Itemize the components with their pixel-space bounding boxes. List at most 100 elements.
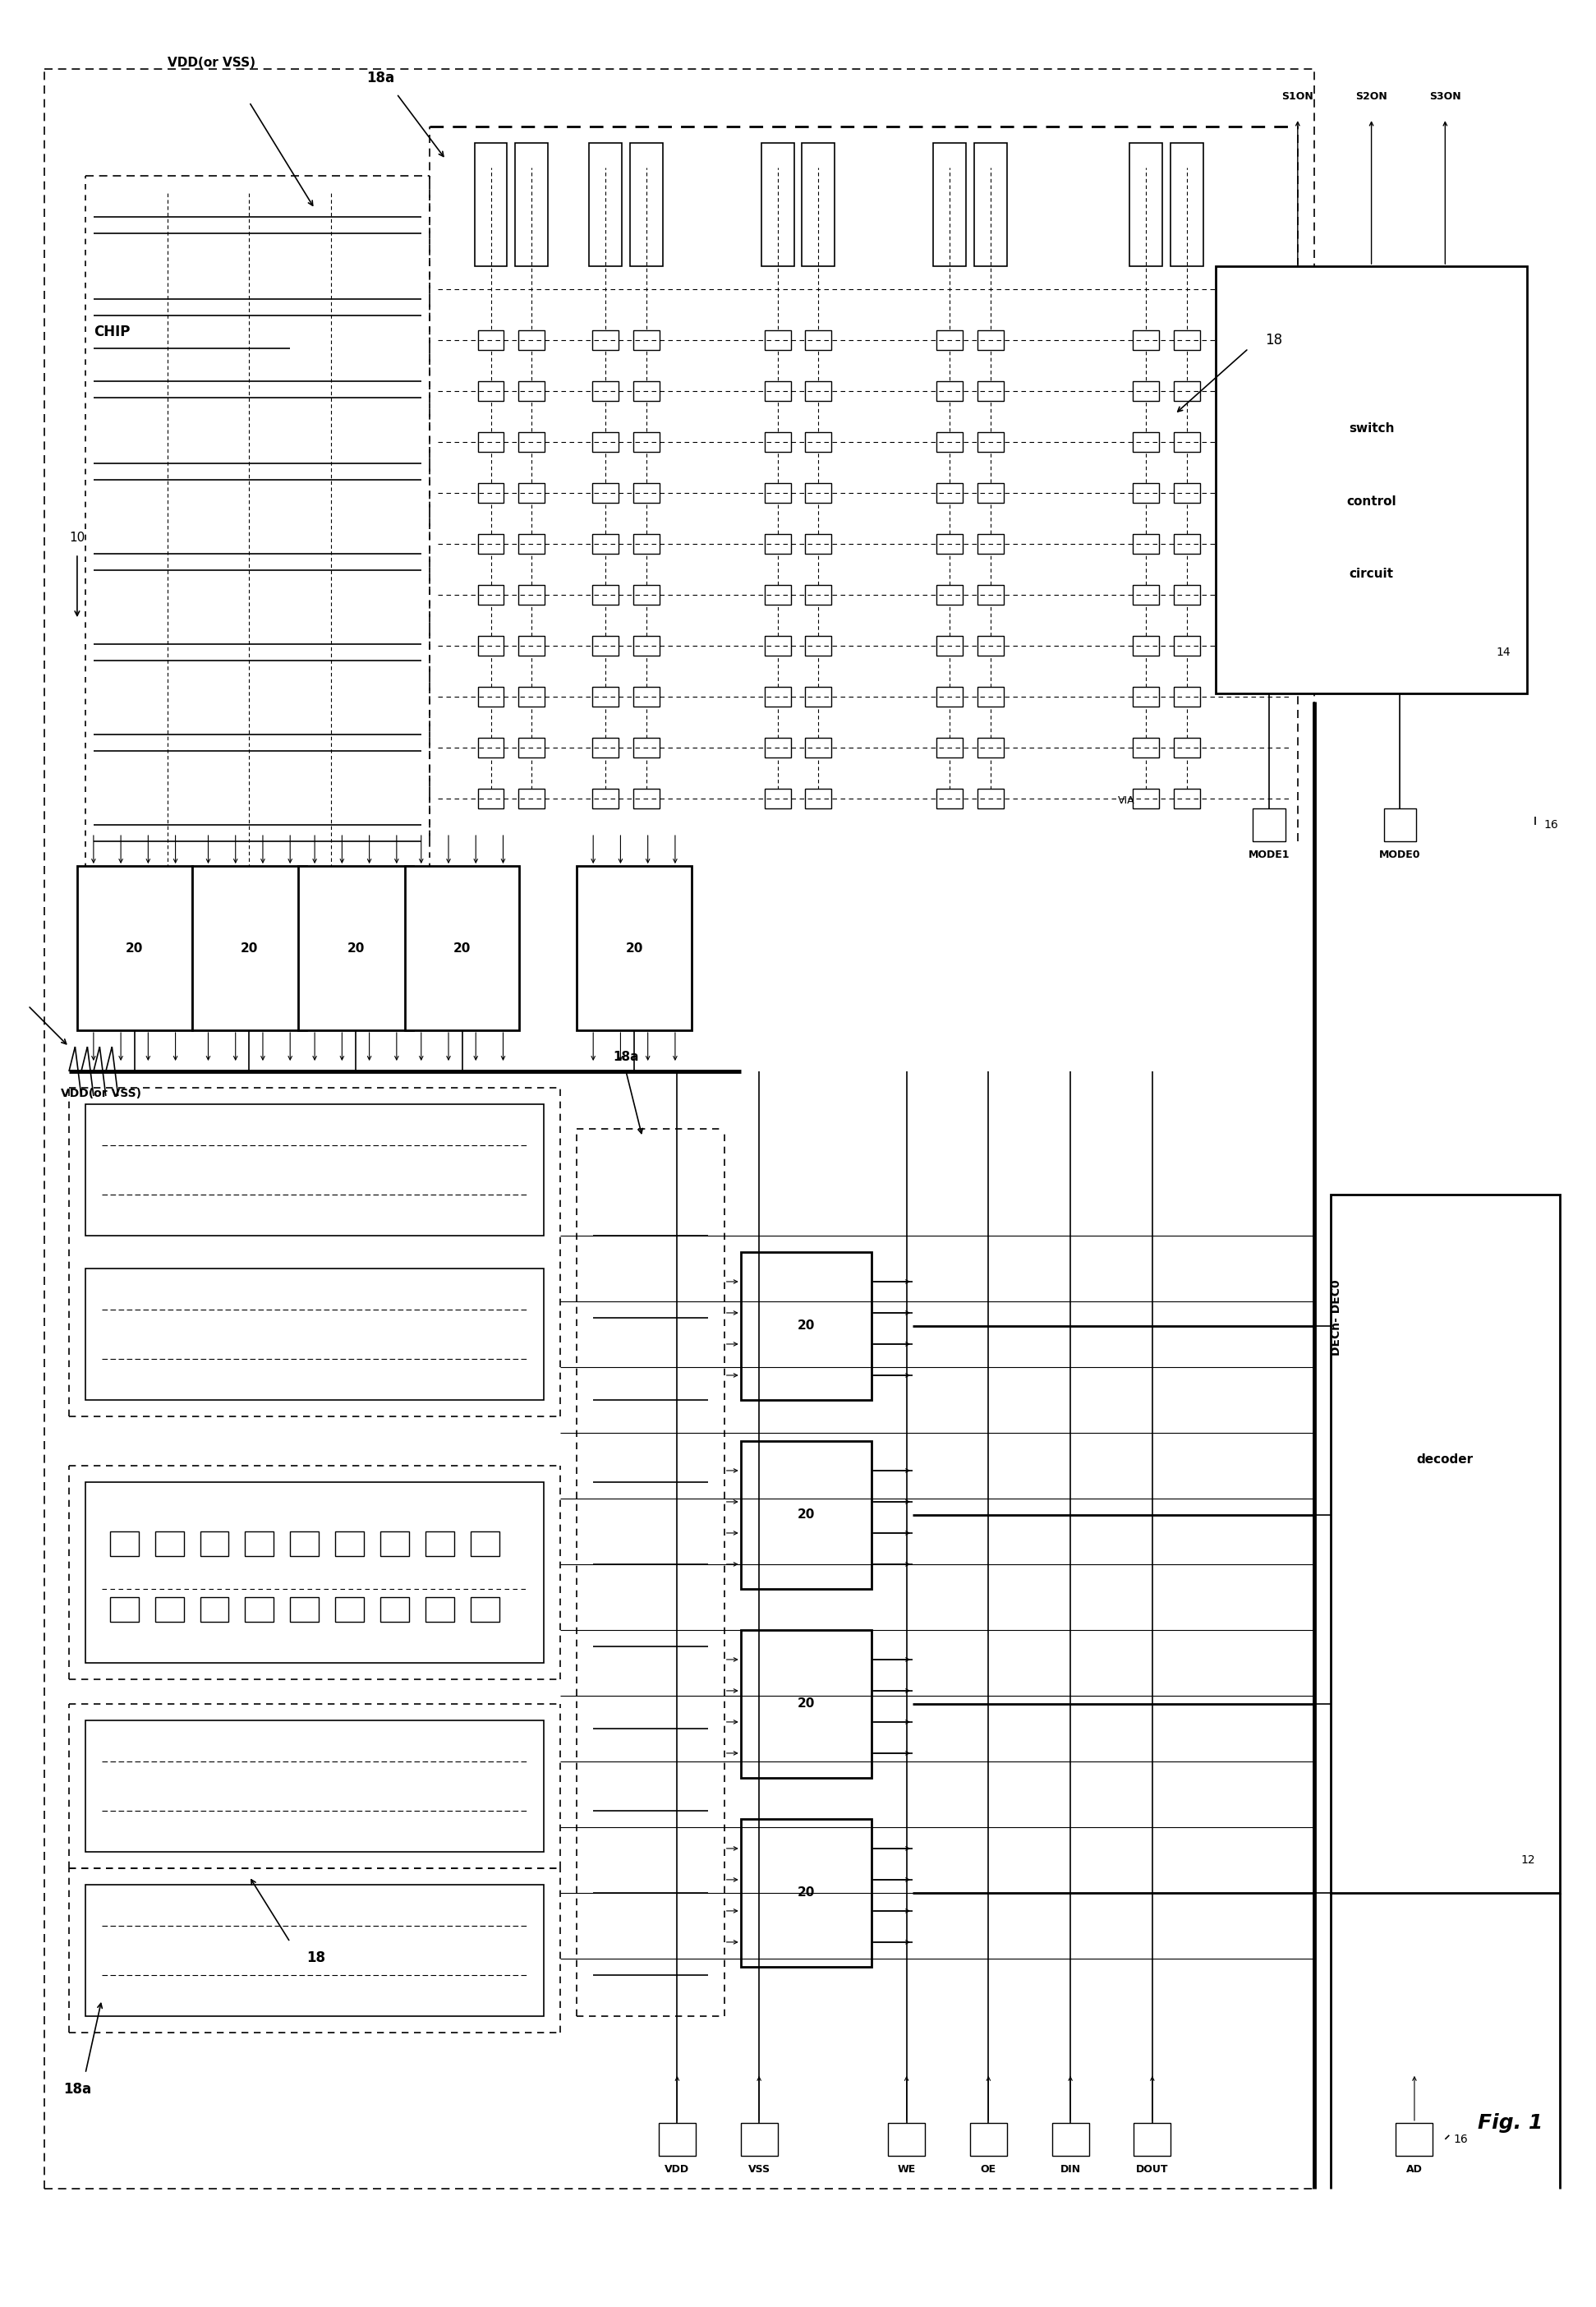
Text: circuit: circuit xyxy=(1349,568,1393,579)
Bar xyxy=(806,738,832,757)
Bar xyxy=(630,143,662,265)
Bar xyxy=(1175,535,1200,554)
Bar xyxy=(937,687,962,706)
Bar xyxy=(1175,482,1200,503)
Bar xyxy=(634,637,659,655)
Text: 20: 20 xyxy=(798,1698,816,1709)
Bar xyxy=(634,381,659,401)
Bar xyxy=(1052,2122,1088,2155)
Bar xyxy=(335,1532,364,1555)
Text: MODE0: MODE0 xyxy=(1379,849,1420,861)
Bar xyxy=(1133,431,1159,452)
Bar xyxy=(1133,2122,1171,2155)
Bar xyxy=(764,535,790,554)
Bar xyxy=(634,330,659,351)
Bar xyxy=(425,1596,453,1622)
Text: 14: 14 xyxy=(1495,646,1511,657)
Bar xyxy=(977,330,1004,351)
Bar xyxy=(659,2122,696,2155)
Bar xyxy=(634,687,659,706)
Bar xyxy=(592,687,619,706)
Bar xyxy=(471,1596,500,1622)
Bar xyxy=(741,1631,871,1779)
Bar xyxy=(155,1596,184,1622)
Bar xyxy=(634,482,659,503)
Bar xyxy=(110,1596,139,1622)
Bar xyxy=(741,1818,871,1968)
Bar xyxy=(806,431,832,452)
Bar xyxy=(1133,381,1159,401)
Bar xyxy=(806,789,832,807)
Bar xyxy=(477,687,504,706)
Text: Fig. 1: Fig. 1 xyxy=(1478,2113,1543,2132)
Bar xyxy=(519,687,544,706)
Text: VDD(or VSS): VDD(or VSS) xyxy=(61,1089,142,1098)
Bar xyxy=(592,330,619,351)
Bar xyxy=(1175,687,1200,706)
Bar xyxy=(634,738,659,757)
Bar xyxy=(592,586,619,604)
Text: 20: 20 xyxy=(126,941,144,955)
Bar xyxy=(803,143,835,265)
Bar xyxy=(380,1532,409,1555)
Bar xyxy=(1175,738,1200,757)
Bar xyxy=(335,1596,364,1622)
Text: VIA: VIA xyxy=(1117,796,1135,805)
Bar xyxy=(1175,586,1200,604)
Text: S1ON: S1ON xyxy=(1282,92,1314,102)
Text: 20: 20 xyxy=(346,941,364,955)
Text: S3ON: S3ON xyxy=(1430,92,1460,102)
Bar xyxy=(1331,1195,1559,1892)
Text: 16: 16 xyxy=(1543,819,1558,831)
Bar xyxy=(290,1532,319,1555)
Text: VDD(or VSS): VDD(or VSS) xyxy=(168,58,255,69)
Bar xyxy=(477,789,504,807)
Bar xyxy=(634,535,659,554)
Bar xyxy=(634,586,659,604)
Bar xyxy=(1130,143,1162,265)
Bar xyxy=(1133,586,1159,604)
Bar xyxy=(246,1532,275,1555)
Bar xyxy=(1175,431,1200,452)
Bar xyxy=(977,637,1004,655)
Bar xyxy=(764,431,790,452)
Bar xyxy=(1175,637,1200,655)
Bar xyxy=(1133,330,1159,351)
Bar xyxy=(477,431,504,452)
Bar xyxy=(477,482,504,503)
Bar xyxy=(1133,789,1159,807)
Bar xyxy=(474,143,508,265)
Bar xyxy=(764,789,790,807)
Text: 20: 20 xyxy=(453,941,471,955)
Bar xyxy=(741,1442,871,1590)
Bar xyxy=(425,1532,453,1555)
Bar xyxy=(764,586,790,604)
Bar xyxy=(764,637,790,655)
Text: decoder: decoder xyxy=(1417,1453,1473,1465)
Bar xyxy=(764,330,790,351)
Text: 20: 20 xyxy=(626,941,643,955)
Text: 12: 12 xyxy=(1521,1855,1535,1866)
Bar xyxy=(1175,381,1200,401)
Bar xyxy=(405,865,519,1031)
Text: 18a: 18a xyxy=(365,72,394,85)
Bar xyxy=(1171,143,1203,265)
Bar xyxy=(85,1721,544,1853)
Bar xyxy=(477,330,504,351)
Bar xyxy=(1133,687,1159,706)
Text: 20: 20 xyxy=(798,1320,816,1331)
Text: 16: 16 xyxy=(1454,2134,1468,2146)
Bar xyxy=(477,738,504,757)
Bar xyxy=(192,865,306,1031)
Bar xyxy=(519,789,544,807)
Bar xyxy=(937,586,962,604)
Bar xyxy=(634,789,659,807)
Bar xyxy=(519,330,544,351)
Text: 20: 20 xyxy=(241,941,259,955)
Bar xyxy=(589,143,622,265)
Bar xyxy=(519,381,544,401)
Bar xyxy=(471,1532,500,1555)
Bar xyxy=(937,789,962,807)
Bar xyxy=(380,1596,409,1622)
Text: DOUT: DOUT xyxy=(1136,2164,1168,2176)
